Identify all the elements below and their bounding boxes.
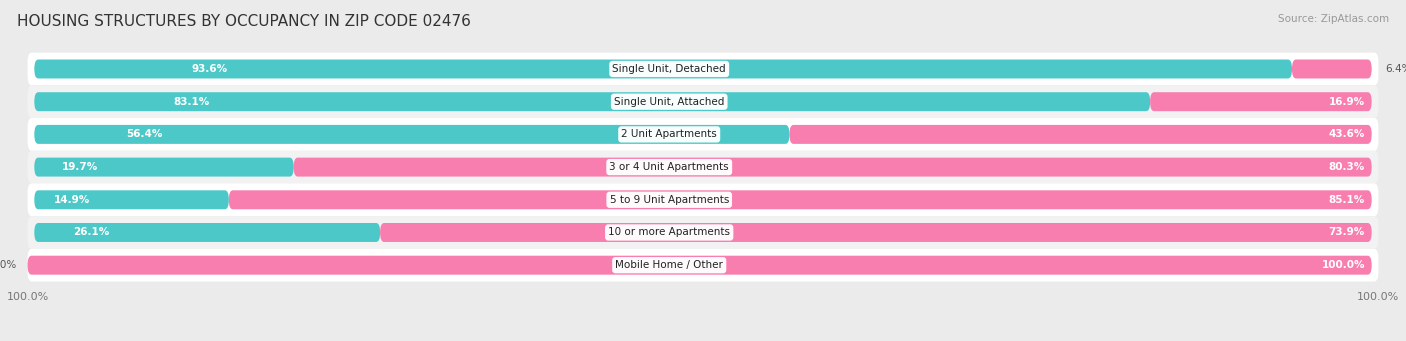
Text: 3 or 4 Unit Apartments: 3 or 4 Unit Apartments [609, 162, 730, 172]
FancyBboxPatch shape [1292, 60, 1372, 78]
Text: 83.1%: 83.1% [173, 97, 209, 107]
Text: 16.9%: 16.9% [1329, 97, 1365, 107]
Text: Mobile Home / Other: Mobile Home / Other [616, 260, 723, 270]
Text: Single Unit, Attached: Single Unit, Attached [614, 97, 724, 107]
Text: 56.4%: 56.4% [127, 129, 163, 139]
Text: 26.1%: 26.1% [73, 227, 110, 237]
FancyBboxPatch shape [34, 190, 229, 209]
FancyBboxPatch shape [34, 158, 294, 177]
FancyBboxPatch shape [789, 125, 1372, 144]
FancyBboxPatch shape [34, 60, 1292, 78]
Text: 5 to 9 Unit Apartments: 5 to 9 Unit Apartments [610, 195, 728, 205]
Text: 14.9%: 14.9% [53, 195, 90, 205]
FancyBboxPatch shape [34, 223, 380, 242]
Text: 43.6%: 43.6% [1329, 129, 1365, 139]
Text: 93.6%: 93.6% [193, 64, 228, 74]
Text: 6.4%: 6.4% [1385, 64, 1406, 74]
FancyBboxPatch shape [34, 92, 1150, 111]
Text: 0.0%: 0.0% [0, 260, 17, 270]
Text: HOUSING STRUCTURES BY OCCUPANCY IN ZIP CODE 02476: HOUSING STRUCTURES BY OCCUPANCY IN ZIP C… [17, 14, 471, 29]
FancyBboxPatch shape [28, 216, 1378, 249]
Text: 10 or more Apartments: 10 or more Apartments [609, 227, 730, 237]
FancyBboxPatch shape [1150, 92, 1372, 111]
Text: 73.9%: 73.9% [1329, 227, 1365, 237]
FancyBboxPatch shape [380, 223, 1372, 242]
FancyBboxPatch shape [28, 118, 1378, 151]
FancyBboxPatch shape [34, 125, 789, 144]
Text: 19.7%: 19.7% [62, 162, 98, 172]
Text: Single Unit, Detached: Single Unit, Detached [613, 64, 725, 74]
FancyBboxPatch shape [28, 53, 1378, 85]
FancyBboxPatch shape [229, 190, 1372, 209]
FancyBboxPatch shape [28, 183, 1378, 216]
FancyBboxPatch shape [28, 256, 1372, 275]
FancyBboxPatch shape [28, 151, 1378, 183]
FancyBboxPatch shape [28, 85, 1378, 118]
FancyBboxPatch shape [294, 158, 1372, 177]
Text: 100.0%: 100.0% [1322, 260, 1365, 270]
Text: Source: ZipAtlas.com: Source: ZipAtlas.com [1278, 14, 1389, 24]
FancyBboxPatch shape [28, 249, 1378, 282]
Text: 85.1%: 85.1% [1329, 195, 1365, 205]
Text: 2 Unit Apartments: 2 Unit Apartments [621, 129, 717, 139]
Text: 80.3%: 80.3% [1329, 162, 1365, 172]
